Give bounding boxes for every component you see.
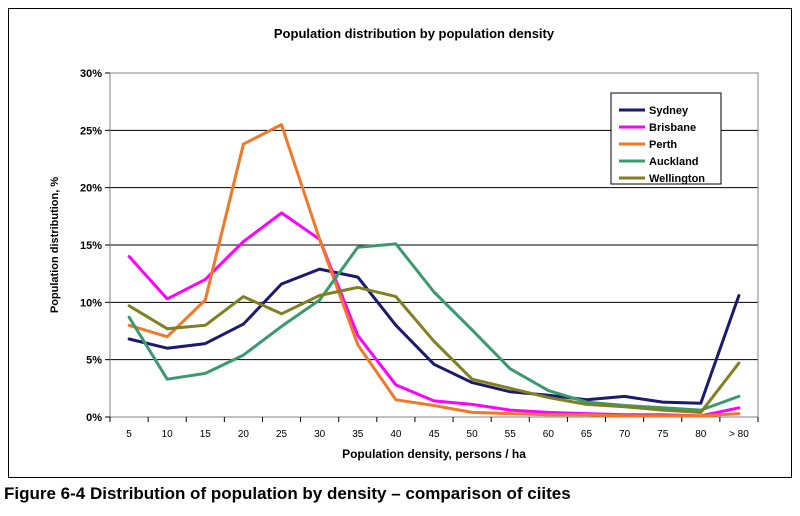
y-tick-label: 0% — [86, 412, 102, 424]
figure-caption: Figure 6-4 Distribution of population by… — [4, 484, 571, 503]
y-tick-label: 20% — [80, 183, 102, 195]
y-tick-label: 10% — [80, 297, 102, 309]
series-lines — [127, 123, 741, 418]
y-axis-label: Population distribution, % — [49, 177, 61, 313]
legend-label-brisbane: Brisbane — [649, 122, 696, 134]
x-axis: 5 10 15 20 25 30 35 40 45 50 55 60 65 70 75 80 > 80 — [109, 417, 759, 440]
x-tick-label: 80 — [695, 429, 707, 440]
x-tick-label: 65 — [581, 429, 593, 440]
legend-label-auckland: Auckland — [649, 156, 699, 168]
x-tick-label: 25 — [276, 429, 288, 440]
y-tick-label: 25% — [80, 125, 102, 137]
legend-label-sydney: Sydney — [649, 105, 689, 117]
x-tick-label: 75 — [657, 429, 669, 440]
series-line-sydney — [127, 267, 741, 405]
series-line-perth — [127, 123, 741, 418]
x-tick-label: > 80 — [729, 429, 749, 440]
legend-label-perth: Perth — [649, 139, 677, 151]
x-tick-label: 50 — [467, 429, 479, 440]
population-density-chart: Population distribution by population de… — [8, 8, 792, 478]
y-tick-label: 15% — [80, 240, 102, 252]
x-tick-label: 35 — [352, 429, 364, 440]
series-line-wellington — [127, 285, 741, 414]
legend: Sydney Brisbane Perth Auckland Wellington — [610, 92, 722, 185]
y-tick-label: 30% — [80, 68, 102, 80]
y-axis: 0% 5% 10% 15% 20% 25% 30% — [80, 68, 110, 424]
y-tick-label: 5% — [86, 355, 102, 367]
x-tick-label: 70 — [619, 429, 631, 440]
x-tick-label: 40 — [390, 429, 402, 440]
x-tick-label: 55 — [505, 429, 517, 440]
x-axis-label: Population density, persons / ha — [342, 447, 526, 461]
x-tick-label: 45 — [428, 429, 440, 440]
x-tick-label: 10 — [162, 429, 174, 440]
x-tick-label: 20 — [238, 429, 250, 440]
x-tick-label: 5 — [126, 429, 132, 440]
legend-box — [610, 92, 722, 185]
x-tick-label: 15 — [200, 429, 212, 440]
chart-frame: Population distribution by population de… — [8, 8, 792, 478]
legend-label-wellington: Wellington — [649, 173, 705, 185]
chart-title: Population distribution by population de… — [274, 26, 555, 41]
x-tick-label: 30 — [314, 429, 326, 440]
x-tick-label: 60 — [543, 429, 555, 440]
series-line-auckland — [127, 242, 741, 412]
